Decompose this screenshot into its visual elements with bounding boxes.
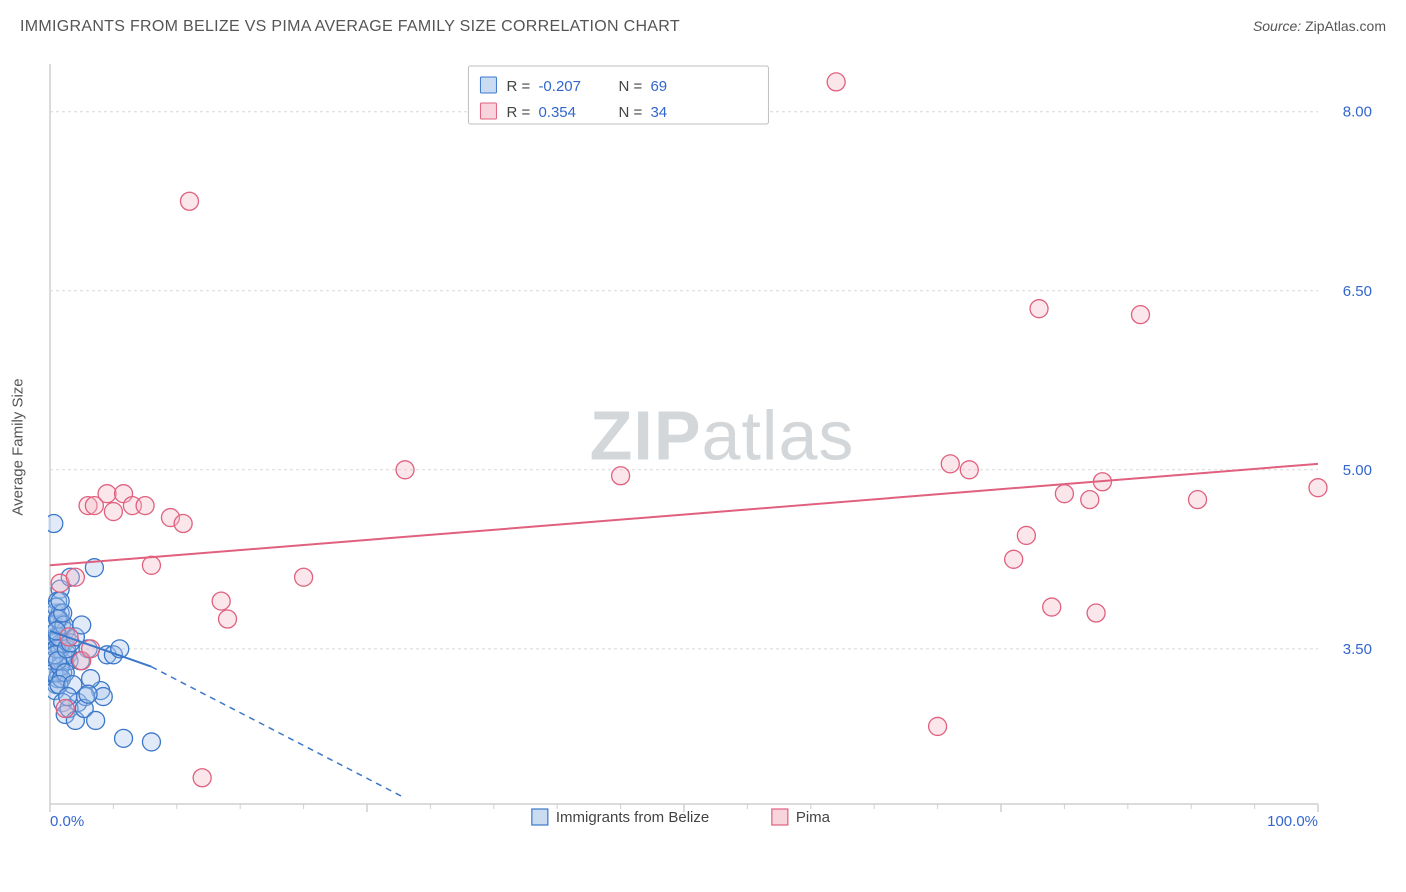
point-pima [56, 700, 74, 718]
point-pima [1017, 526, 1035, 544]
point-pima [941, 455, 959, 473]
y-tick-label: 8.00 [1343, 104, 1372, 121]
point-pima [1055, 485, 1073, 503]
stats-legend: R = -0.207 N = 69 R = 0.354 N = 34 [468, 66, 768, 124]
scatter-chart: 3.50 5.00 6.50 8.00 0.0% 100.0% ZIPatlas R = -0.… [48, 62, 1378, 832]
source-attribution: Source: ZipAtlas.com [1253, 18, 1386, 34]
point-pima [174, 515, 192, 533]
legend-r-value: 0.354 [538, 104, 576, 121]
legend-swatch-belize [532, 809, 548, 825]
legend-n-label: N = [618, 104, 642, 121]
point-pima [193, 769, 211, 787]
legend-series-label: Pima [796, 809, 831, 826]
legend-n-label: N = [618, 78, 642, 95]
point-pima [1081, 491, 1099, 509]
point-pima [1131, 306, 1149, 324]
legend-swatch-pima [772, 809, 788, 825]
point-belize [51, 592, 69, 610]
y-tick-label: 3.50 [1343, 641, 1372, 658]
point-pima [960, 461, 978, 479]
x-min-label: 0.0% [50, 813, 84, 830]
point-pima [219, 610, 237, 628]
legend-n-value: 34 [650, 104, 667, 121]
page-title: IMMIGRANTS FROM BELIZE VS PIMA AVERAGE F… [20, 18, 680, 36]
point-pima [929, 717, 947, 735]
point-belize [87, 711, 105, 729]
regression-pima [50, 464, 1318, 565]
point-pima [1043, 598, 1061, 616]
point-pima [1309, 479, 1327, 497]
point-belize [48, 515, 63, 533]
point-belize [142, 733, 160, 751]
point-pima [66, 568, 84, 586]
y-axis-label: Average Family Size [10, 378, 27, 515]
point-belize [115, 729, 133, 747]
point-pima [136, 497, 154, 515]
source-value: ZipAtlas.com [1305, 18, 1386, 34]
x-max-label: 100.0% [1267, 813, 1318, 830]
legend-r-label: R = [506, 104, 530, 121]
legend-n-value: 69 [650, 78, 667, 95]
point-pima [142, 556, 160, 574]
point-pima [396, 461, 414, 479]
point-belize [79, 685, 97, 703]
series-legend: Immigrants from Belize Pima [532, 809, 831, 826]
point-pima [827, 73, 845, 91]
point-pima [1005, 550, 1023, 568]
point-pima [612, 467, 630, 485]
point-pima [104, 503, 122, 521]
y-tick-label: 6.50 [1343, 283, 1372, 300]
watermark: ZIPatlas [590, 397, 855, 475]
point-pima [1189, 491, 1207, 509]
y-tick-label: 5.00 [1343, 462, 1372, 479]
source-label: Source: [1253, 18, 1301, 34]
legend-swatch-pima [480, 103, 496, 119]
point-pima [295, 568, 313, 586]
regression-ext-belize [151, 667, 405, 798]
point-pima [1087, 604, 1105, 622]
legend-r-value: -0.207 [538, 78, 581, 95]
point-pima [212, 592, 230, 610]
legend-series-label: Immigrants from Belize [556, 809, 709, 826]
point-pima [1030, 300, 1048, 318]
legend-swatch-belize [480, 77, 496, 93]
chart-area: Average Family Size 3.505.006.508.000.0%… [48, 62, 1378, 832]
point-pima [98, 485, 116, 503]
legend-r-label: R = [506, 78, 530, 95]
point-pima [180, 192, 198, 210]
